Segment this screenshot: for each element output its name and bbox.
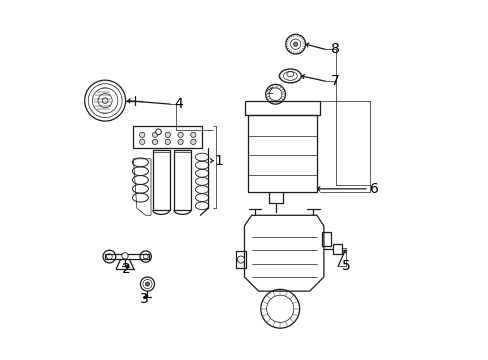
Text: 7: 7 <box>330 74 339 88</box>
Circle shape <box>237 256 244 263</box>
Circle shape <box>152 132 157 138</box>
Circle shape <box>165 139 170 145</box>
Circle shape <box>152 139 157 145</box>
Circle shape <box>145 282 149 286</box>
Circle shape <box>178 132 183 138</box>
Text: 2: 2 <box>122 262 130 276</box>
Text: 6: 6 <box>369 182 378 196</box>
Circle shape <box>178 139 183 145</box>
Circle shape <box>190 139 196 145</box>
Circle shape <box>122 253 128 259</box>
Circle shape <box>190 132 196 138</box>
Text: 8: 8 <box>330 42 339 57</box>
Bar <box>235 251 246 268</box>
Text: 5: 5 <box>341 260 349 274</box>
Bar <box>332 244 341 255</box>
Bar <box>152 150 169 210</box>
Bar <box>244 100 320 115</box>
Circle shape <box>155 129 161 135</box>
Text: 1: 1 <box>214 154 223 168</box>
Bar <box>174 150 190 210</box>
Circle shape <box>139 139 144 145</box>
Text: 4: 4 <box>174 97 183 111</box>
Circle shape <box>293 42 297 46</box>
Text: 3: 3 <box>139 292 148 306</box>
Circle shape <box>139 132 144 138</box>
Circle shape <box>165 132 170 138</box>
Bar <box>322 231 330 246</box>
